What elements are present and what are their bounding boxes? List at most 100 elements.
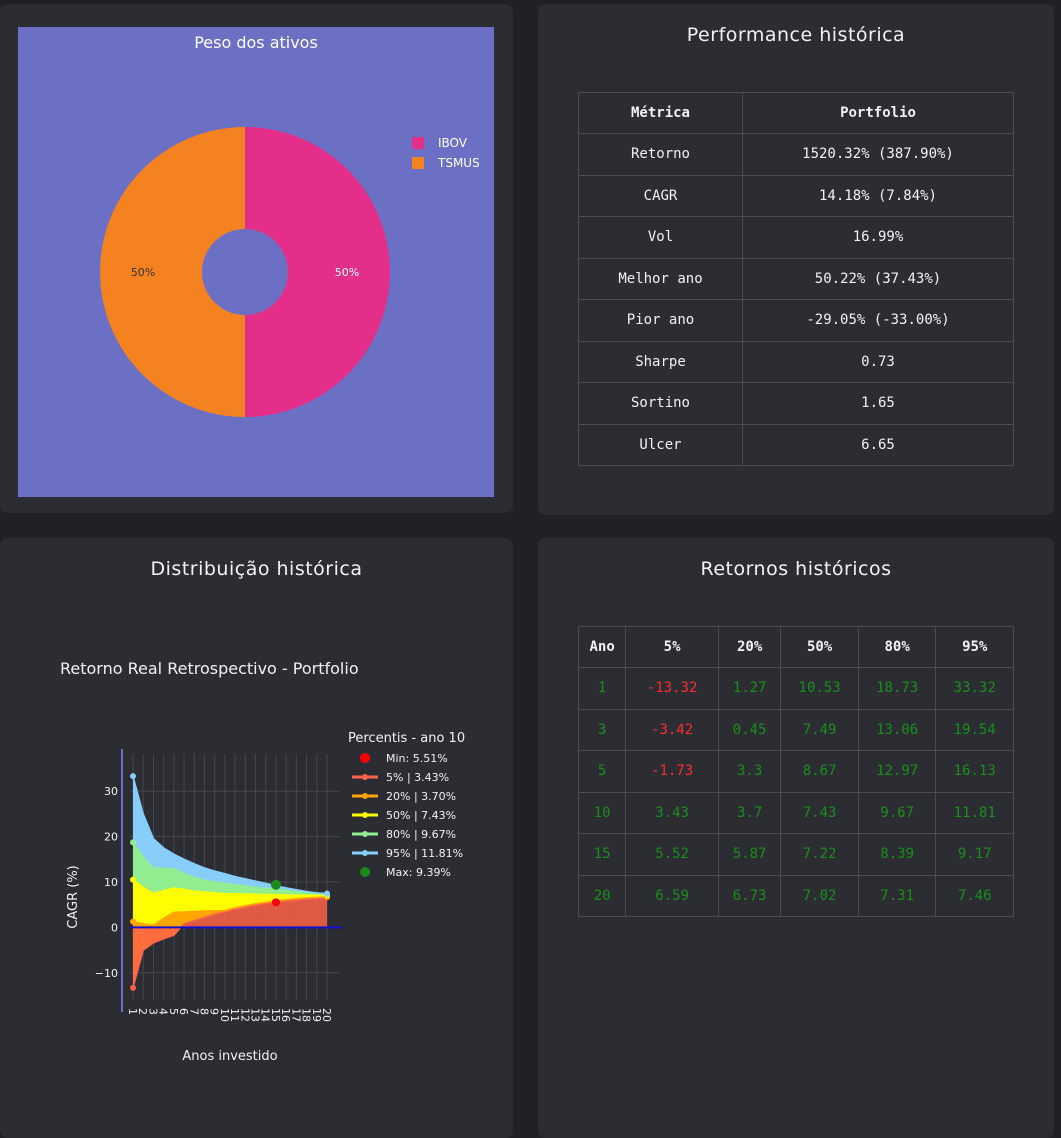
legend-label: Max: 9.39%: [386, 866, 451, 879]
return-cell: -3.42: [625, 708, 719, 751]
legend-marker: [360, 753, 370, 763]
pie-slice-tsmus[interactable]: [100, 127, 245, 417]
y-tick-label: 30: [104, 785, 118, 798]
chart-title: Retorno Real Retrospectivo - Portfolio: [60, 659, 359, 678]
pie-legend[interactable]: IBOV TSMUS: [412, 133, 480, 173]
x-tick-label: 16: [279, 1008, 292, 1022]
series-start-point: [130, 918, 136, 925]
legend-marker: [362, 774, 368, 780]
return-cell: 6.73: [717, 874, 782, 917]
series-line-4: [132, 775, 328, 895]
x-tick-label: 19: [310, 1008, 323, 1022]
chart-legend-item[interactable]: 80% | 9.67%: [352, 828, 456, 841]
value-cell: 1.65: [742, 382, 1014, 425]
return-cell: 8.39: [857, 833, 937, 876]
series-line-2: [132, 879, 328, 897]
return-cell: 5.52: [625, 833, 719, 876]
pie-chart-panel: Peso dos ativos 50% 50% IBOV TSMUS: [18, 27, 494, 497]
metric-cell: Ulcer: [578, 423, 743, 466]
return-cell: 7.22: [780, 833, 859, 876]
year-cell: 5: [577, 750, 627, 793]
distribution-card: Distribuição histórica Retorno Real Retr…: [0, 538, 513, 1138]
return-cell: -1.73: [625, 750, 719, 793]
legend-label-ibov: IBOV: [438, 136, 468, 150]
return-cell: 5.87: [717, 833, 782, 876]
max-marker: [270, 879, 281, 890]
chart-legend-item[interactable]: 95% | 11.81%: [352, 847, 463, 860]
return-cell: 6.59: [625, 874, 719, 917]
area-band-2: [133, 879, 327, 926]
year-cell: 1: [577, 667, 627, 710]
x-tick-label: 15: [269, 1008, 282, 1022]
value-cell: 50.22% (37.43%): [742, 257, 1014, 300]
value-cell: 0.73: [742, 340, 1014, 383]
x-tick-label: 1: [126, 1008, 139, 1015]
year-cell: 10: [577, 791, 627, 834]
value-cell: -29.05% (-33.00%): [742, 299, 1014, 342]
chart-legend-item[interactable]: 20% | 3.70%: [352, 790, 456, 803]
return-cell: 16.13: [935, 750, 1014, 793]
returns-header-cell: 20%: [717, 626, 782, 668]
return-cell: 7.02: [780, 874, 859, 917]
metric-cell: CAGR: [578, 174, 743, 217]
returns-row: 10 3.43 3.7 7.43 9.67 11.81: [577, 791, 1014, 834]
pie-slice-label: 50%: [335, 266, 359, 279]
cagr-chart: −100102030123456789101112131415161718192…: [66, 731, 465, 1064]
metric-cell: Sortino: [578, 382, 743, 425]
performance-table: Métrica Portfolio Retorno 1520.32% (387.9…: [578, 92, 1014, 466]
value-cell: 14.18% (7.84%): [742, 174, 1014, 217]
chart-legend-item[interactable]: 50% | 7.43%: [352, 809, 456, 822]
x-tick-label: 10: [218, 1008, 231, 1022]
return-cell: 1.27: [717, 667, 782, 710]
legend-swatch-tsmus: [412, 157, 424, 169]
pie-slice-ibov[interactable]: [245, 127, 390, 417]
return-cell: 33.32: [935, 667, 1014, 710]
area-band-4: [133, 776, 327, 895]
x-tick-label: 9: [208, 1008, 221, 1015]
x-tick-label: 17: [289, 1008, 302, 1022]
area-band-3: [133, 842, 327, 896]
return-cell: 7.31: [857, 874, 937, 917]
returns-row: 5 -1.73 3.3 8.67 12.97 16.13: [577, 750, 1014, 793]
x-tick-label: 12: [238, 1008, 251, 1022]
series-end-point: [324, 890, 330, 897]
x-tick-label: 3: [146, 1008, 159, 1015]
x-tick-label: 14: [259, 1008, 272, 1022]
legend-item-ibov[interactable]: IBOV: [412, 133, 480, 153]
series-line-3: [132, 841, 328, 895]
return-cell: 19.54: [935, 708, 1014, 751]
y-tick-label: 10: [104, 876, 118, 889]
return-cell: 7.43: [780, 791, 859, 834]
legend-swatch-ibov: [412, 137, 424, 149]
chart-legend-item[interactable]: Max: 9.39%: [360, 866, 451, 879]
return-cell: 13.06: [857, 708, 937, 751]
x-tick-label: 13: [249, 1008, 262, 1022]
y-tick-label: −10: [95, 967, 118, 980]
returns-row: 3 -3.42 0.45 7.49 13.06 19.54: [577, 708, 1014, 751]
return-cell: 3.3: [717, 750, 782, 793]
return-cell: 11.81: [935, 791, 1014, 834]
x-tick-label: 5: [167, 1008, 180, 1015]
chart-legend-item[interactable]: 5% | 3.43%: [352, 771, 449, 784]
performance-card: Performance histórica Métrica Portfolio …: [538, 4, 1054, 515]
returns-header-cell: 5%: [625, 626, 719, 668]
x-tick-label: 18: [300, 1008, 313, 1022]
x-tick-label: 8: [197, 1008, 210, 1015]
year-cell: 20: [577, 874, 627, 917]
chart-legend-item[interactable]: Min: 5.51%: [360, 752, 448, 765]
return-cell: 18.73: [857, 667, 937, 710]
pie-slice-label: 50%: [131, 266, 155, 279]
legend-title: Percentis - ano 10: [348, 731, 465, 746]
return-cell: 7.49: [780, 708, 859, 751]
return-cell: 7.46: [935, 874, 1014, 917]
metric-cell: Melhor ano: [578, 257, 743, 300]
year-cell: 15: [577, 833, 627, 876]
legend-marker: [362, 793, 368, 799]
returns-header-cell: 50%: [780, 626, 859, 668]
legend-item-tsmus[interactable]: TSMUS: [412, 153, 480, 173]
area-band-0: [133, 897, 327, 988]
performance-row: Retorno 1520.32% (387.90%): [578, 133, 1014, 176]
value-cell: 16.99%: [742, 216, 1014, 259]
asset-weights-card: Peso dos ativos 50% 50% IBOV TSMUS: [0, 4, 513, 513]
y-tick-label: 0: [111, 921, 118, 934]
